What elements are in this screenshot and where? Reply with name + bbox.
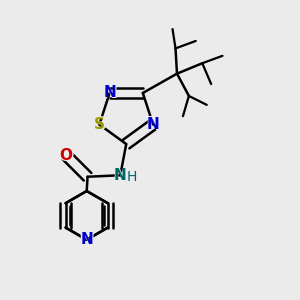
Text: O: O	[60, 148, 73, 163]
Text: O: O	[58, 146, 74, 165]
Text: N: N	[114, 168, 127, 183]
Text: N: N	[147, 117, 160, 132]
Text: N: N	[112, 166, 128, 185]
Text: H: H	[126, 170, 137, 184]
Text: N: N	[80, 232, 93, 247]
Text: N: N	[79, 230, 95, 249]
Text: S: S	[94, 117, 105, 132]
Text: N: N	[101, 83, 118, 103]
Text: N: N	[103, 85, 116, 100]
Text: N: N	[145, 115, 161, 134]
Text: S: S	[92, 115, 106, 134]
